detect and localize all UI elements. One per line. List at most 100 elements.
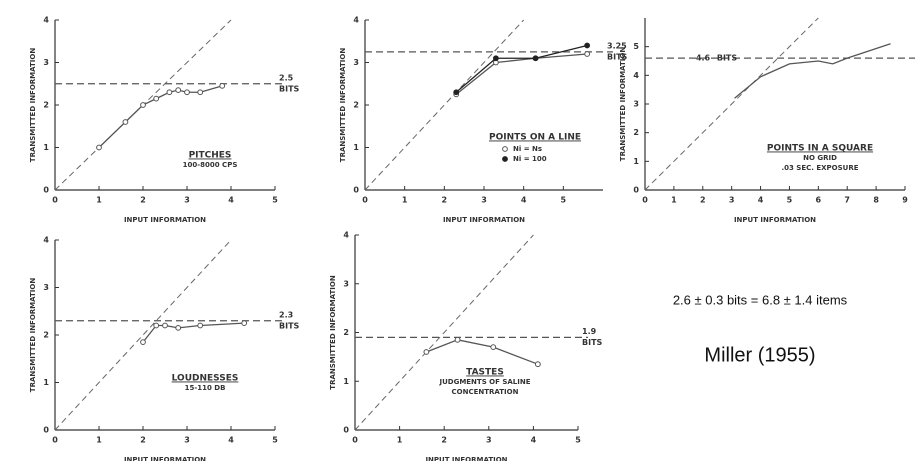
y-tick-label: 3 — [43, 58, 49, 67]
panel-note: NO GRID — [803, 154, 837, 162]
diagonal — [54, 239, 232, 431]
series-line — [98, 85, 223, 148]
data-point — [166, 89, 173, 96]
y-axis-label: TRANSMITTED INFORMATION — [329, 275, 337, 390]
data-point — [219, 82, 226, 89]
panel-note: TASTES — [466, 368, 504, 378]
legend-label: Ni = 100 — [513, 155, 547, 163]
y-tick-label: 0 — [43, 186, 49, 195]
x-tick-label: 6 — [816, 196, 822, 205]
asymptote-unit: BITS — [717, 54, 738, 63]
data-point — [197, 322, 204, 329]
panel-note: 100-8000 CPS — [183, 161, 238, 169]
series-line — [142, 322, 245, 343]
data-point — [140, 339, 146, 346]
citation: Miller (1955) — [704, 344, 815, 366]
data-point — [534, 361, 541, 368]
y-tick-label: 2 — [353, 101, 359, 110]
x-tick-label: 5 — [272, 196, 278, 205]
diagonal — [644, 17, 819, 191]
panel-note: CONCENTRATION — [452, 388, 519, 396]
y-tick-label: 3 — [353, 58, 359, 67]
data-point — [122, 119, 129, 125]
data-point — [584, 51, 591, 57]
x-tick-label: 5 — [272, 436, 278, 445]
data-point — [493, 55, 499, 62]
x-tick-label: 1 — [96, 196, 102, 205]
data-point — [241, 320, 248, 327]
asymptote-label: 2.3 — [279, 310, 293, 319]
y-axis-label: TRANSMITTED INFORMATION — [619, 47, 627, 162]
x-tick-label: 5 — [787, 196, 793, 205]
data-point — [454, 336, 461, 343]
x-tick-label: 1 — [96, 436, 102, 445]
x-axis-label: INPUT INFORMATION — [124, 216, 206, 224]
asymptote-unit: BITS — [279, 84, 300, 93]
x-tick-label: 2 — [442, 196, 448, 205]
y-tick-label: 2 — [43, 331, 49, 340]
series-line — [455, 44, 588, 93]
x-tick-label: 1 — [402, 196, 408, 205]
y-tick-label: 0 — [633, 186, 639, 195]
x-axis-label: INPUT INFORMATION — [734, 216, 816, 224]
x-tick-label: 0 — [52, 196, 58, 205]
asymptote-label: 1.9 — [582, 327, 597, 336]
x-tick-label: 3 — [184, 196, 190, 205]
diagonal — [364, 19, 525, 191]
legend-marker — [502, 146, 508, 152]
y-tick-label: 2 — [43, 101, 49, 110]
x-tick-label: 0 — [52, 436, 58, 445]
data-point — [532, 55, 539, 62]
panel-note: POINTS IN A SQUARE — [767, 144, 873, 154]
y-tick-label: 4 — [633, 71, 639, 80]
y-tick-label: 4 — [43, 236, 49, 245]
x-tick-label: 3 — [729, 196, 735, 205]
asymptote-unit: BITS — [607, 52, 628, 61]
summary: 2.6 ± 0.3 bits = 6.8 ± 1.4 items — [673, 292, 848, 307]
data-point — [584, 42, 591, 49]
y-tick-label: 1 — [43, 143, 49, 152]
legend-label: Ni = Ns — [513, 145, 542, 153]
x-tick-label: 2 — [140, 436, 146, 445]
x-tick-label: 2 — [140, 196, 146, 205]
y-tick-label: 1 — [633, 157, 639, 166]
y-tick-label: 2 — [633, 128, 639, 137]
series-line — [426, 339, 539, 365]
x-tick-label: 3 — [481, 196, 487, 205]
panel-note: PITCHES — [189, 151, 232, 161]
data-point — [490, 344, 497, 351]
y-tick-label: 1 — [43, 378, 49, 387]
x-tick-label: 1 — [397, 436, 403, 445]
asymptote-label: 4.6 — [696, 54, 711, 63]
asymptote-label: 3.25 — [607, 41, 627, 50]
x-axis-label: INPUT INFORMATION — [443, 216, 525, 224]
x-tick-label: 0 — [642, 196, 648, 205]
x-tick-label: 2 — [441, 436, 447, 445]
x-tick-label: 2 — [700, 196, 706, 205]
y-tick-label: 0 — [343, 426, 349, 435]
data-point — [184, 89, 190, 96]
y-tick-label: 4 — [43, 16, 49, 25]
x-tick-label: 4 — [521, 196, 527, 205]
asymptote-unit: BITS — [279, 321, 300, 330]
data-point — [96, 144, 102, 151]
data-point — [153, 322, 160, 329]
y-tick-label: 2 — [343, 328, 349, 337]
y-tick-label: 0 — [353, 186, 359, 195]
y-axis-label: TRANSMITTED INFORMATION — [29, 48, 37, 163]
data-point — [423, 349, 430, 355]
x-tick-label: 0 — [352, 436, 358, 445]
data-point — [162, 322, 168, 329]
data-point — [140, 102, 146, 108]
panel-note: LOUDNESSES — [172, 374, 239, 384]
y-axis-label: TRANSMITTED INFORMATION — [339, 48, 347, 163]
x-axis-label: INPUT INFORMATION — [425, 456, 507, 461]
x-tick-label: 4 — [228, 436, 234, 445]
y-tick-label: 3 — [343, 279, 349, 288]
x-tick-label: 0 — [362, 196, 368, 205]
x-tick-label: 5 — [561, 196, 567, 205]
x-tick-label: 5 — [575, 436, 581, 445]
panel-note: 15-110 DB — [185, 384, 226, 392]
x-tick-label: 4 — [758, 196, 764, 205]
